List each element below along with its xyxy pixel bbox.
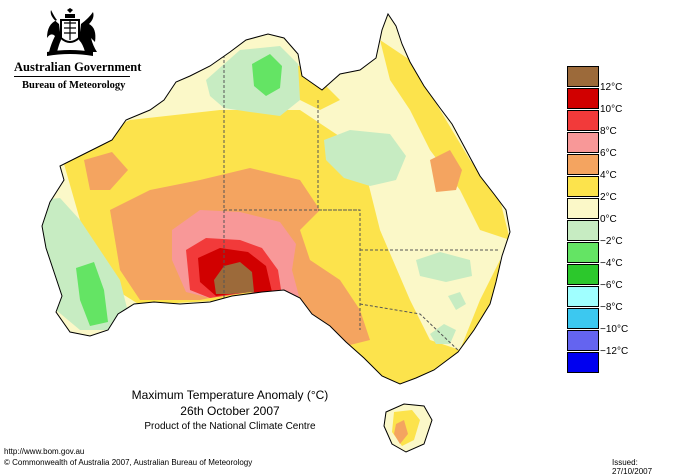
legend-swatch [567,198,599,219]
map-date: 26th October 2007 [180,404,280,418]
legend-label: −2°C [600,236,623,247]
legend-label: 10°C [600,104,623,115]
plus2-northeast-region [380,40,510,240]
legend-label: −4°C [600,258,623,269]
legend-label: −10°C [600,324,629,335]
tasmania-plus4-region [394,420,408,444]
issued-date: Issued: 27/10/2007 [612,458,653,476]
map-title: Maximum Temperature Anomaly (°C) [131,388,329,402]
legend-swatch [567,286,599,307]
government-crest-logo [10,8,130,58]
minus2-inland-region [448,292,466,310]
legend-label: 6°C [600,148,617,159]
minus2-west-coast-region [42,198,130,330]
legend-swatch [567,330,599,351]
legend-swatch [567,88,599,109]
nsw-vic-border [359,303,461,353]
legend-label: −12°C [600,346,629,357]
minus2-queensland-region [324,130,406,186]
legend-swatch [567,352,599,373]
minus4-west-region [76,262,108,326]
legend-swatch [567,154,599,175]
legend-swatch [567,66,599,87]
coat-of-arms-icon [47,8,97,56]
legend-swatch [567,220,599,241]
minus2-nsw-region [416,252,472,282]
government-name: Australian Government [14,60,142,74]
legend-swatch [567,264,599,285]
legend-swatch [567,132,599,153]
minus2-sydney-region [430,324,456,344]
plus4-west-region [84,152,128,190]
header-divider [14,76,130,77]
legend-label: −8°C [600,302,623,313]
website-link[interactable]: http://www.bom.gov.au [4,447,85,456]
legend-label: 12°C [600,82,623,93]
map-producer: Product of the National Climate Centre [144,421,316,432]
copyright-notice: © Commonwealth of Australia 2007, Austra… [4,458,253,467]
plus4-east-region [430,150,462,192]
legend-label: 2°C [600,192,617,203]
legend-label: 8°C [600,126,617,137]
legend-swatch [567,176,599,197]
legend-swatch [567,308,599,329]
bureau-name: Bureau of Meteorology [22,80,126,91]
legend-swatch [567,110,599,131]
legend-label: −6°C [600,280,623,291]
legend-swatch [567,242,599,263]
qld-border [317,100,361,330]
legend-label: 4°C [600,170,617,181]
legend-label: 0°C [600,214,617,225]
minus4-arnhem-region [252,54,282,96]
